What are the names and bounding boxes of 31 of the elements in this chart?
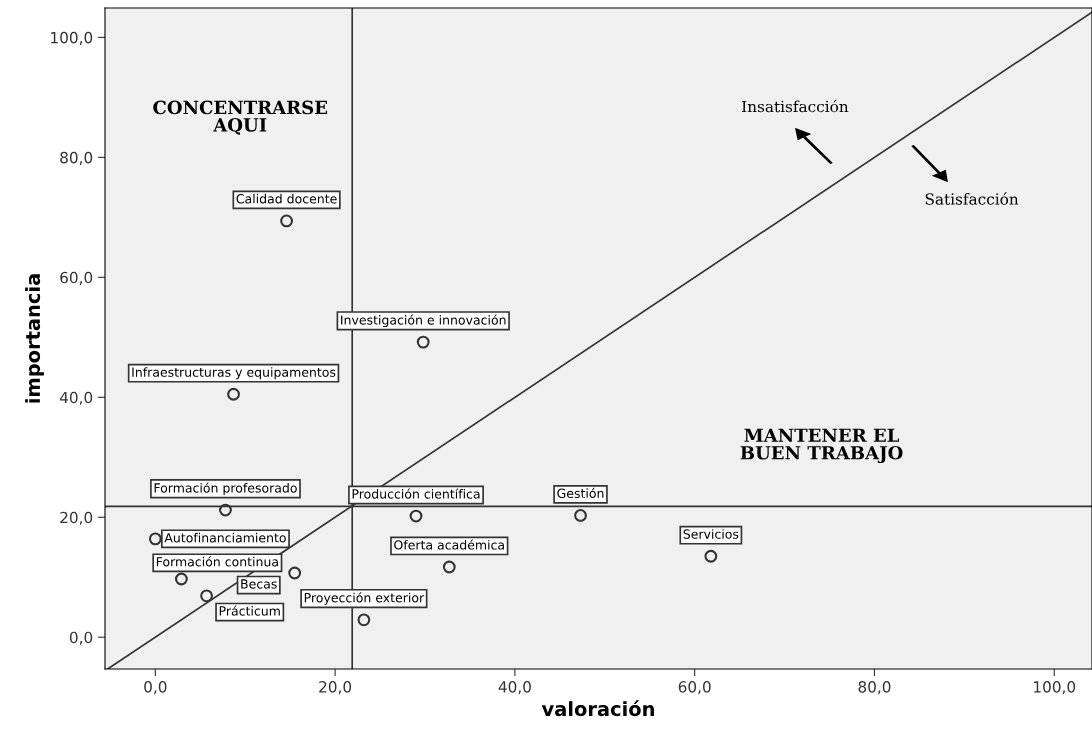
x-tick-label: 40,0 (498, 681, 531, 695)
x-tick-label: 80,0 (858, 681, 891, 695)
annotation: Prácticum (219, 605, 280, 616)
y-tick-label: 80,0 (60, 151, 93, 165)
annotation: Autofinanciamiento (164, 532, 286, 543)
x-axis-title: valoración (541, 700, 654, 717)
y-tick-label: 40,0 (59, 391, 93, 405)
x-tick-label: 100,0 (1034, 681, 1076, 695)
annotation: Servicios (683, 529, 739, 539)
y-tick-label: 100,0 (51, 31, 93, 45)
annotation: Investigación e innovación (341, 314, 506, 328)
annotation: Gestión (557, 487, 604, 499)
y-tick-label: 60,0 (60, 271, 93, 285)
annotation: Producción científica (352, 488, 480, 499)
annotation: Formación profesorado (154, 482, 297, 496)
annotation: Infraestructuras y equipamentos (132, 367, 336, 380)
x-tick-label: 0,0 (144, 681, 167, 695)
annotation: Formación continua (156, 556, 278, 567)
annotation: Oferta académica (394, 539, 504, 550)
annotation: Becas (241, 579, 277, 589)
y-tick-label: 20,0 (60, 511, 93, 525)
annotation: Satisfacción (925, 192, 1019, 205)
x-tick-label: 20,0 (319, 681, 352, 695)
annotation: CONCENTRARSE AQUI (153, 100, 328, 135)
y-tick-label: 0,0 (69, 631, 93, 645)
annotation: Insatisfacción (742, 99, 849, 113)
annotation: Calidad docente (236, 193, 337, 204)
x-tick-label: 60,0 (678, 681, 711, 695)
y-axis-title: importancia (25, 274, 44, 403)
annotation: Proyección exterior (304, 592, 425, 605)
annotation: MANTENER EL BUEN TRABAJO (740, 428, 903, 464)
